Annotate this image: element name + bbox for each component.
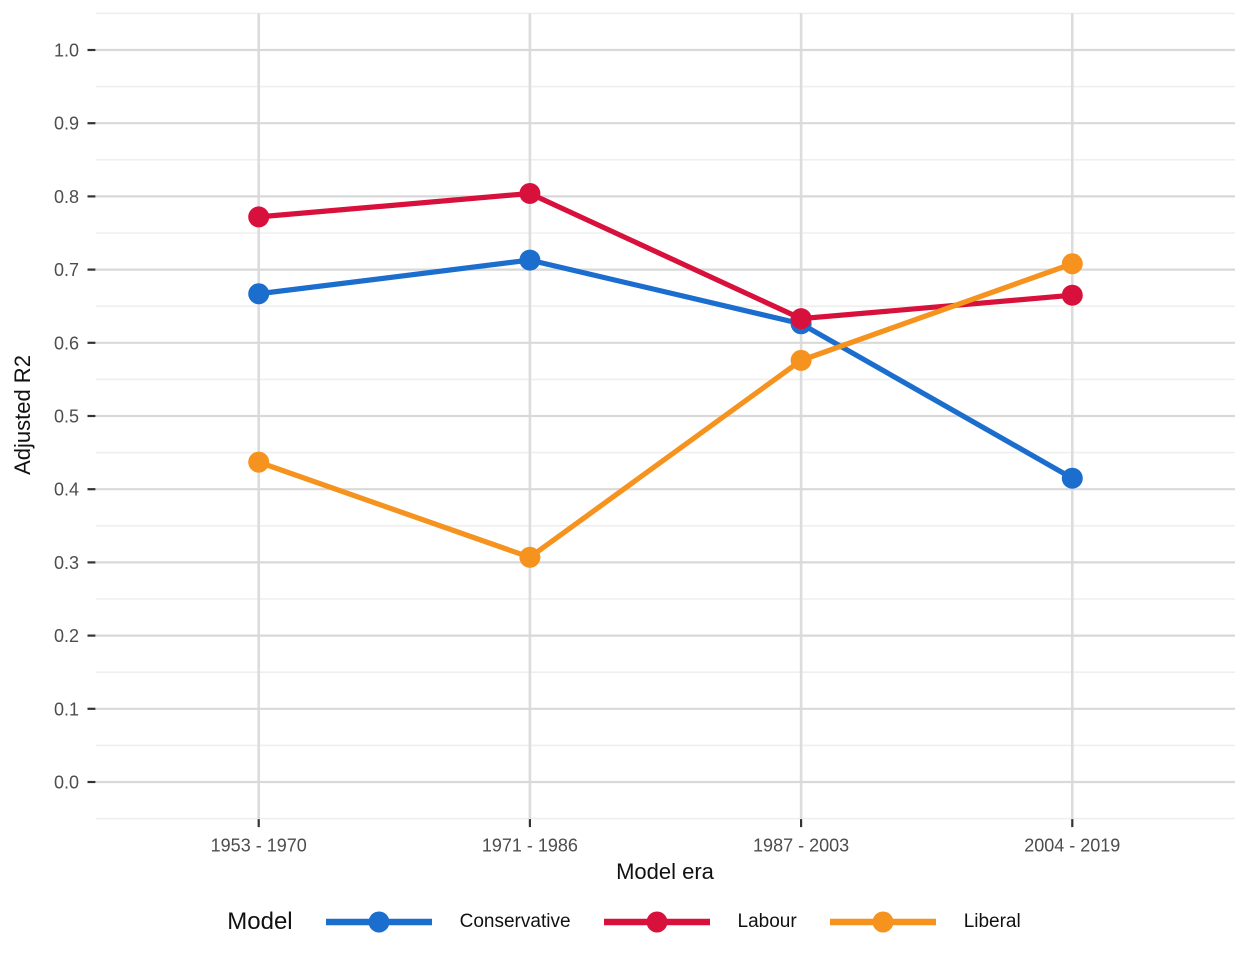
data-point-conservative — [519, 249, 541, 271]
y-tick-label: 0.4 — [54, 480, 79, 500]
data-point-labour — [790, 308, 812, 330]
data-point-labour — [519, 182, 541, 204]
x-tick-label: 2004 - 2019 — [1024, 836, 1120, 856]
data-point-liberal — [790, 349, 812, 371]
data-point-liberal — [248, 451, 270, 473]
legend-key-line-icon — [603, 911, 710, 933]
data-point-conservative — [248, 283, 270, 305]
data-point-liberal — [1061, 253, 1083, 275]
legend-key-point — [646, 911, 668, 933]
x-tick-label: 1953 - 1970 — [211, 836, 307, 856]
data-point-labour — [248, 206, 270, 228]
data-point-labour — [1061, 284, 1083, 306]
legend-entry-liberal: Liberal — [827, 908, 1021, 936]
legend-label: Labour — [737, 911, 797, 932]
legend-key-point — [368, 911, 390, 933]
gridlines-minor — [96, 12, 1235, 820]
y-tick-label: 0.3 — [54, 553, 79, 573]
legend: Model Conservative Labour Liberal — [0, 898, 1248, 946]
y-tick-label: 0.9 — [54, 114, 79, 134]
y-axis-title: Adjusted R2 — [10, 355, 35, 475]
legend-key-line-icon — [829, 911, 936, 933]
series-line-liberal — [257, 261, 1074, 561]
legend-entry-conservative: Conservative — [323, 908, 571, 936]
series-points — [248, 182, 1083, 568]
legend-title: Model — [227, 908, 293, 935]
x-tick-label: 1971 - 1986 — [482, 836, 578, 856]
y-tick-label: 0.5 — [54, 407, 79, 427]
legend-label: Liberal — [963, 911, 1021, 932]
y-tick-label: 0.6 — [54, 333, 79, 353]
y-tick-label: 1.0 — [54, 41, 79, 61]
series-line-conservative — [258, 257, 1074, 481]
legend-label: Conservative — [459, 911, 571, 932]
axis-tick-labels: 0.0 0.1 0.2 0.3 0.4 0.5 0.6 0.7 0.8 0.9 1.0 1953 - … — [54, 41, 1120, 856]
y-tick-label: 0.2 — [54, 626, 79, 646]
axis-ticks — [87, 48, 1074, 828]
y-tick-label: 0.1 — [54, 699, 79, 719]
x-tick-label: 1987 - 2003 — [753, 836, 849, 856]
y-tick-label: 0.7 — [54, 260, 79, 280]
series-line-labour — [258, 190, 1073, 322]
y-tick-label: 0.0 — [54, 773, 79, 793]
y-tick-label: 0.8 — [54, 187, 79, 207]
legend-key-line-icon — [325, 911, 432, 933]
x-axis-title: Model era — [616, 859, 715, 884]
gridlines-major — [96, 13, 1235, 819]
legend-entry-labour: Labour — [601, 908, 797, 936]
data-point-liberal — [519, 546, 541, 568]
series-lines — [257, 190, 1074, 561]
legend-key-point — [872, 911, 894, 933]
data-point-conservative — [1061, 467, 1083, 489]
